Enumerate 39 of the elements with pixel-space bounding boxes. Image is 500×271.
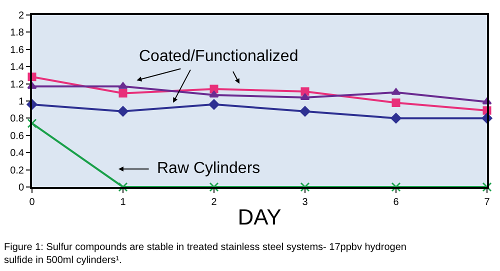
point — [118, 89, 128, 98]
point — [391, 88, 401, 95]
y-tick-label: 1 — [18, 96, 24, 108]
x-tick-label: 3 — [302, 197, 308, 208]
point — [300, 106, 310, 117]
x-tick-label: 0 — [29, 197, 36, 208]
point — [390, 112, 402, 124]
point — [27, 118, 37, 128]
y-tick-label: 2 — [18, 10, 24, 22]
point — [210, 84, 218, 94]
y-tick-label: 0.8 — [10, 114, 24, 125]
point — [118, 82, 128, 89]
point — [482, 182, 492, 192]
y-tick-label: 1.2 — [10, 79, 24, 90]
point — [391, 182, 401, 192]
point — [118, 106, 128, 117]
y-tick-label: 1.8 — [10, 28, 24, 39]
annotation: Raw Cylinders — [157, 160, 260, 177]
x-tick-label: 7 — [484, 197, 490, 208]
y-tick-label: 0.6 — [10, 130, 24, 142]
caption: Figure 1: Sulfur compounds are stable in treated stainless steel systems- 17ppbv hydrogen sulfide in 500ml cylinders¹. — [4, 242, 406, 266]
annotation: Coated/Functionalized — [139, 48, 298, 65]
x-axis-title: DAY — [238, 204, 282, 230]
point — [208, 99, 220, 110]
y-tick-label: 1.6 — [10, 44, 24, 56]
point — [209, 182, 219, 192]
y-tick-label: 1.4 — [10, 62, 24, 74]
y-tick-label: 0.4 — [10, 148, 24, 160]
point — [300, 182, 310, 192]
y-tick-label: 0.2 — [10, 165, 24, 176]
point — [392, 98, 400, 107]
point — [300, 87, 310, 96]
x-tick-label: 6 — [393, 197, 400, 208]
point — [209, 90, 219, 98]
x-tick-label: 1 — [120, 197, 126, 208]
y-tick-label: 0 — [18, 182, 24, 194]
x-tick-label: 2 — [211, 197, 218, 208]
point — [300, 93, 310, 100]
point — [118, 182, 128, 192]
